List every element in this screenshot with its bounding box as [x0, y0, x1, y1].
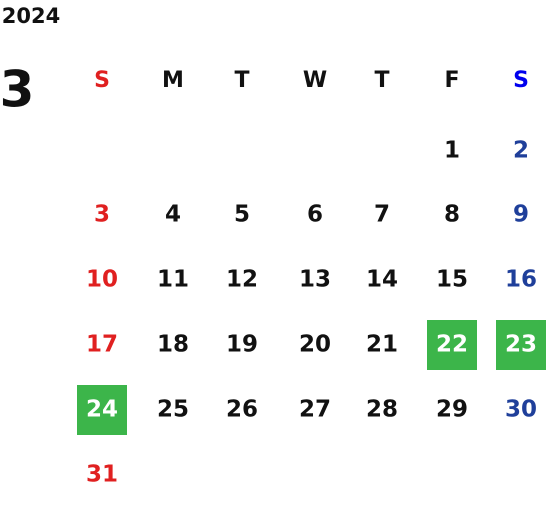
weekday-header: F [444, 68, 459, 93]
day: 21 [366, 332, 398, 358]
day: 18 [157, 332, 189, 358]
day: 31 [86, 462, 118, 488]
day: 12 [226, 267, 258, 293]
weekday-header: S [94, 68, 110, 93]
day: 16 [505, 267, 537, 293]
day: 1 [444, 138, 460, 164]
day: 28 [366, 397, 398, 423]
weekday-header: T [374, 68, 389, 93]
day: 8 [444, 202, 460, 228]
day: 15 [436, 267, 468, 293]
day: 11 [157, 267, 189, 293]
day: 17 [86, 332, 118, 358]
day: 22 [436, 332, 468, 358]
year: 2024 [2, 4, 60, 28]
day: 4 [165, 202, 181, 228]
day: 25 [157, 397, 189, 423]
day: 5 [234, 202, 250, 228]
day: 7 [374, 202, 390, 228]
day: 6 [307, 202, 323, 228]
day: 23 [505, 332, 537, 358]
day-highlight [496, 320, 546, 370]
day: 24 [86, 397, 118, 423]
day: 2 [513, 138, 529, 164]
day: 3 [94, 202, 110, 228]
day: 29 [436, 397, 468, 423]
day-highlight [427, 320, 477, 370]
day: 9 [513, 202, 529, 228]
day: 14 [366, 267, 398, 293]
day: 27 [299, 397, 331, 423]
weekday-header: W [303, 68, 327, 93]
weekday-header: T [234, 68, 249, 93]
day: 26 [226, 397, 258, 423]
day: 10 [86, 267, 118, 293]
weekday-header: S [513, 68, 529, 93]
month: 3 [0, 61, 34, 119]
weekday-header: M [162, 68, 184, 93]
day: 13 [299, 267, 331, 293]
day-highlight [77, 385, 127, 435]
day: 30 [505, 397, 537, 423]
day: 20 [299, 332, 331, 358]
day: 19 [226, 332, 258, 358]
